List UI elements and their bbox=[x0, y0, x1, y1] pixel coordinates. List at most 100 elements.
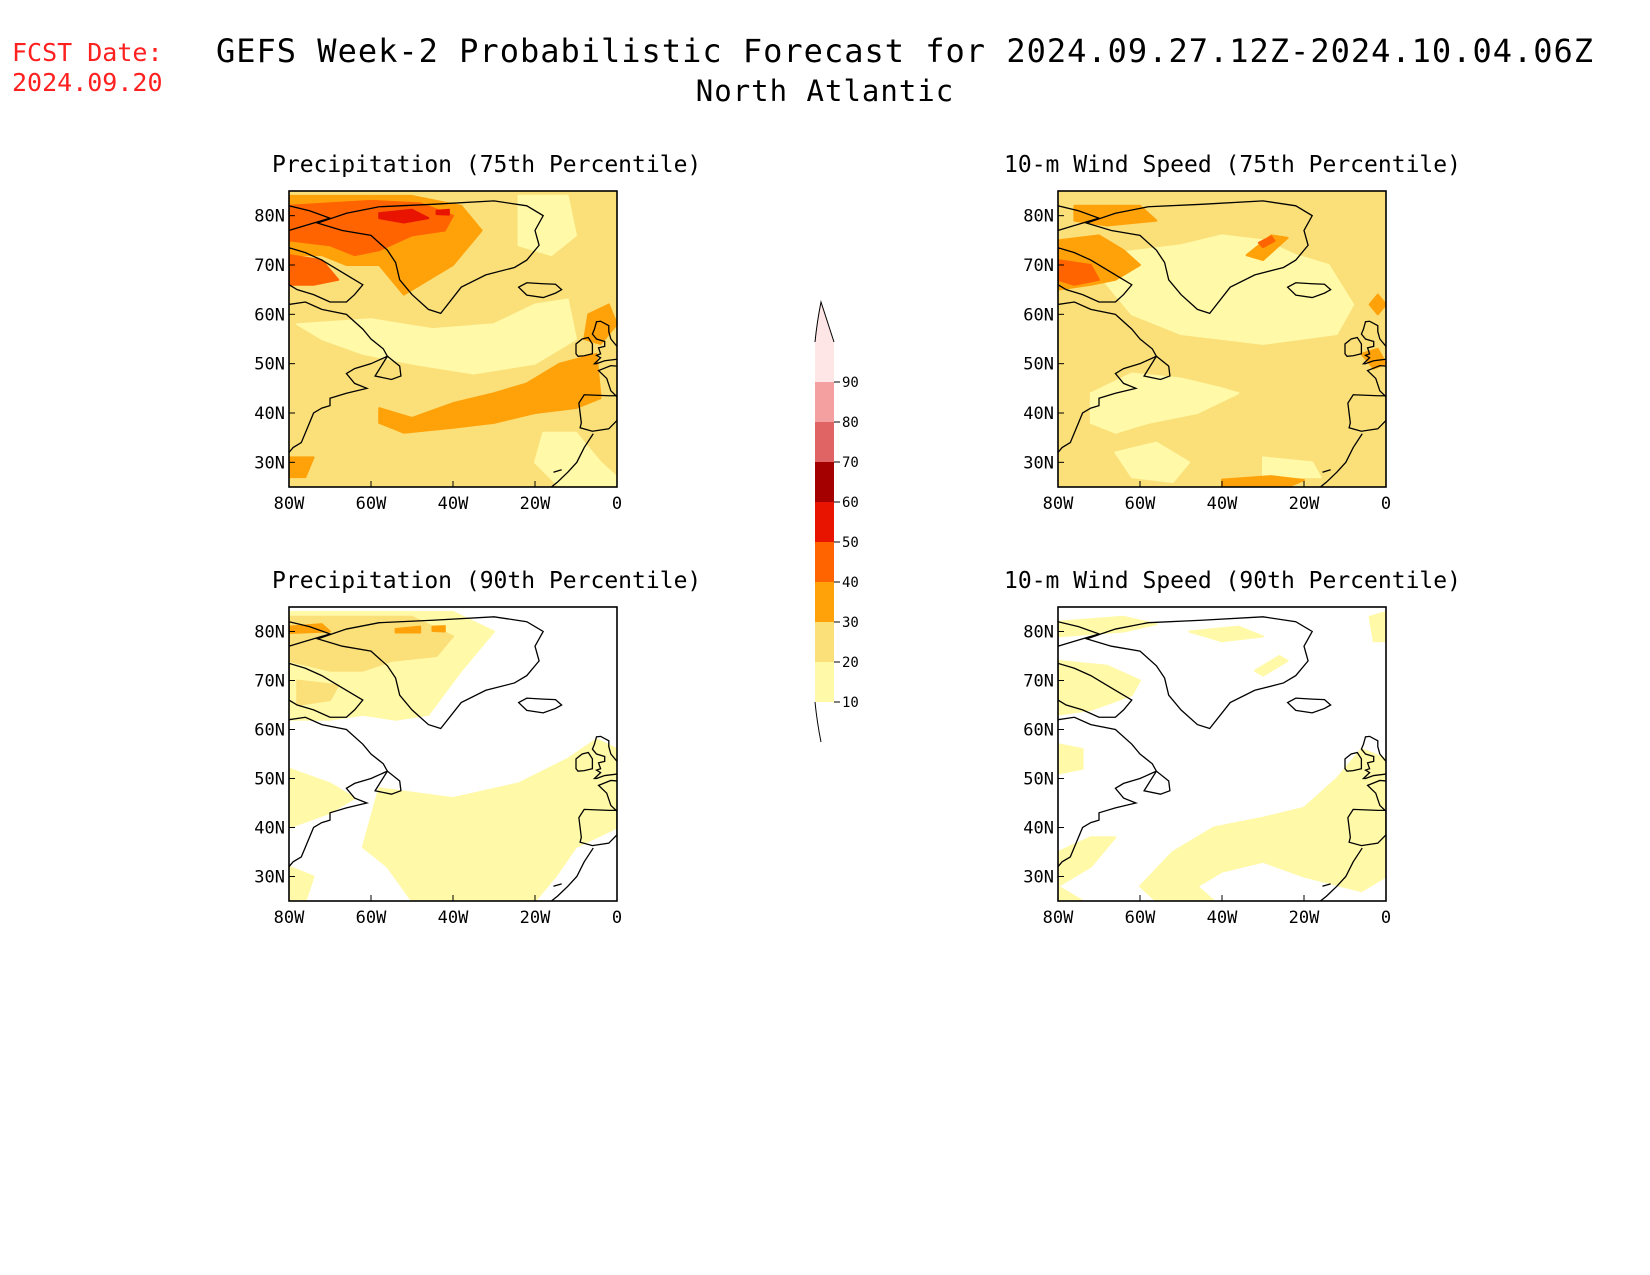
coastline bbox=[1366, 779, 1386, 812]
x-tick-label: 20W bbox=[1289, 908, 1320, 928]
y-tick-label: 80N bbox=[1023, 207, 1054, 227]
x-tick-label: 0 bbox=[1381, 494, 1391, 514]
colorbar-swatch-30 bbox=[815, 582, 834, 622]
x-tick-label: 60W bbox=[356, 494, 387, 514]
coastline bbox=[1347, 394, 1386, 432]
x-tick-label: 60W bbox=[1125, 494, 1156, 514]
prob-area-30 bbox=[394, 625, 422, 634]
x-tick-label: 0 bbox=[612, 494, 622, 514]
colorbar-swatch-40 bbox=[815, 542, 834, 582]
prob-area-10 bbox=[1114, 441, 1191, 484]
y-tick-label: 60N bbox=[254, 305, 285, 325]
coastline bbox=[1322, 883, 1331, 887]
prob-area-40 bbox=[1257, 235, 1276, 249]
colorbar-label: 10 bbox=[842, 695, 859, 711]
prob-area-10 bbox=[296, 298, 577, 375]
prob-area-10 bbox=[289, 865, 315, 901]
x-tick-label: 20W bbox=[520, 494, 551, 514]
coastline bbox=[1143, 770, 1171, 795]
prob-area-10 bbox=[1253, 655, 1289, 677]
shaded-field bbox=[289, 607, 617, 901]
prob-area-30 bbox=[1360, 347, 1386, 370]
y-tick-label: 70N bbox=[254, 672, 285, 692]
colorbar-swatch-60 bbox=[815, 462, 834, 502]
map-panel-3: 80N 70N 60N 50N 40N 30N 80W 60W 40W 20W 0 bbox=[1023, 606, 1391, 928]
prob-area-10 bbox=[1058, 615, 1158, 638]
coastline bbox=[517, 697, 563, 714]
prob-area-50 bbox=[378, 208, 430, 224]
coastline bbox=[1344, 751, 1363, 772]
coastline bbox=[289, 205, 333, 232]
x-tick-label: 40W bbox=[438, 494, 469, 514]
coastline bbox=[1360, 735, 1386, 780]
x-tick-label: 80W bbox=[274, 494, 305, 514]
map-panel-2: 80N 70N 60N 50N 40N 30N 80W 60W 40W 20W 0 bbox=[254, 606, 622, 928]
y-tick-label: 70N bbox=[1023, 672, 1054, 692]
coastline bbox=[289, 716, 389, 868]
x-tick-label: 80W bbox=[1043, 908, 1074, 928]
coastline bbox=[591, 320, 617, 365]
y-tick-label: 30N bbox=[254, 868, 285, 888]
y-tick-label: 70N bbox=[1023, 256, 1054, 276]
colorbar-label: 80 bbox=[842, 415, 859, 431]
coastline bbox=[550, 847, 594, 901]
y-tick-label: 60N bbox=[1023, 305, 1054, 325]
panel-title: 10-m Wind Speed (75th Percentile) bbox=[1004, 152, 1461, 178]
coastline bbox=[1286, 697, 1332, 714]
x-tick-label: 60W bbox=[1125, 908, 1156, 928]
coastline bbox=[289, 621, 333, 647]
coastline bbox=[315, 200, 545, 315]
colorbar-label: 30 bbox=[842, 615, 859, 631]
colorbar: 10 20 30 40 50 60 70 80 90 bbox=[814, 300, 859, 743]
colorbar-label: 40 bbox=[842, 575, 859, 591]
prob-area-10 bbox=[1089, 372, 1240, 434]
coastline bbox=[289, 247, 364, 303]
colorbar-label: 60 bbox=[842, 495, 859, 511]
coastline bbox=[315, 616, 545, 730]
colorbar-label: 20 bbox=[842, 655, 859, 671]
coastline bbox=[1058, 621, 1102, 647]
figure-title: GEFS Week-2 Probabilistic Forecast for 2… bbox=[0, 32, 1650, 108]
colorbar-top-cap bbox=[814, 300, 835, 343]
y-tick-label: 40N bbox=[254, 404, 285, 424]
prob-area-50 bbox=[435, 208, 450, 216]
main-title: GEFS Week-2 Probabilistic Forecast for 2… bbox=[215, 32, 1595, 70]
y-tick-label: 60N bbox=[254, 721, 285, 741]
y-tick-label: 80N bbox=[254, 623, 285, 643]
y-tick-label: 50N bbox=[1023, 770, 1054, 790]
y-tick-label: 30N bbox=[254, 453, 285, 473]
prob-area-30 bbox=[1221, 475, 1305, 487]
coastline bbox=[575, 751, 594, 772]
coastline bbox=[374, 770, 402, 795]
coastline bbox=[1058, 716, 1158, 868]
prob-area-40 bbox=[1058, 259, 1100, 286]
x-tick-label: 40W bbox=[438, 908, 469, 928]
colorbar-swatch-50 bbox=[815, 502, 834, 542]
coastline bbox=[1058, 301, 1158, 453]
panel-title: 10-m Wind Speed (90th Percentile) bbox=[1004, 568, 1461, 594]
coastline bbox=[1360, 320, 1386, 365]
coastline bbox=[289, 662, 364, 718]
panel-title: Precipitation (75th Percentile) bbox=[272, 152, 702, 178]
coastline bbox=[1322, 469, 1331, 473]
y-tick-label: 70N bbox=[254, 256, 285, 276]
colorbar-swatch-10 bbox=[815, 662, 834, 702]
y-tick-label: 40N bbox=[1023, 404, 1054, 424]
colorbar-label: 50 bbox=[842, 535, 859, 551]
coastline bbox=[553, 469, 562, 473]
colorbar-bottom-cap bbox=[814, 701, 822, 743]
coastline bbox=[578, 394, 617, 432]
prob-area-30 bbox=[289, 456, 315, 479]
coastline bbox=[1058, 662, 1133, 718]
panel-title: Precipitation (90th Percentile) bbox=[272, 568, 702, 594]
prob-area-10 bbox=[1058, 885, 1084, 901]
y-tick-label: 50N bbox=[254, 770, 285, 790]
prob-area-10 bbox=[534, 431, 617, 487]
x-tick-label: 80W bbox=[274, 908, 305, 928]
region-subtitle: North Atlantic bbox=[695, 74, 955, 108]
prob-area-20 bbox=[296, 679, 340, 706]
prob-area-10 bbox=[1058, 836, 1117, 888]
y-tick-label: 40N bbox=[254, 819, 285, 839]
coastline bbox=[1344, 336, 1363, 357]
coastline bbox=[1286, 282, 1332, 299]
